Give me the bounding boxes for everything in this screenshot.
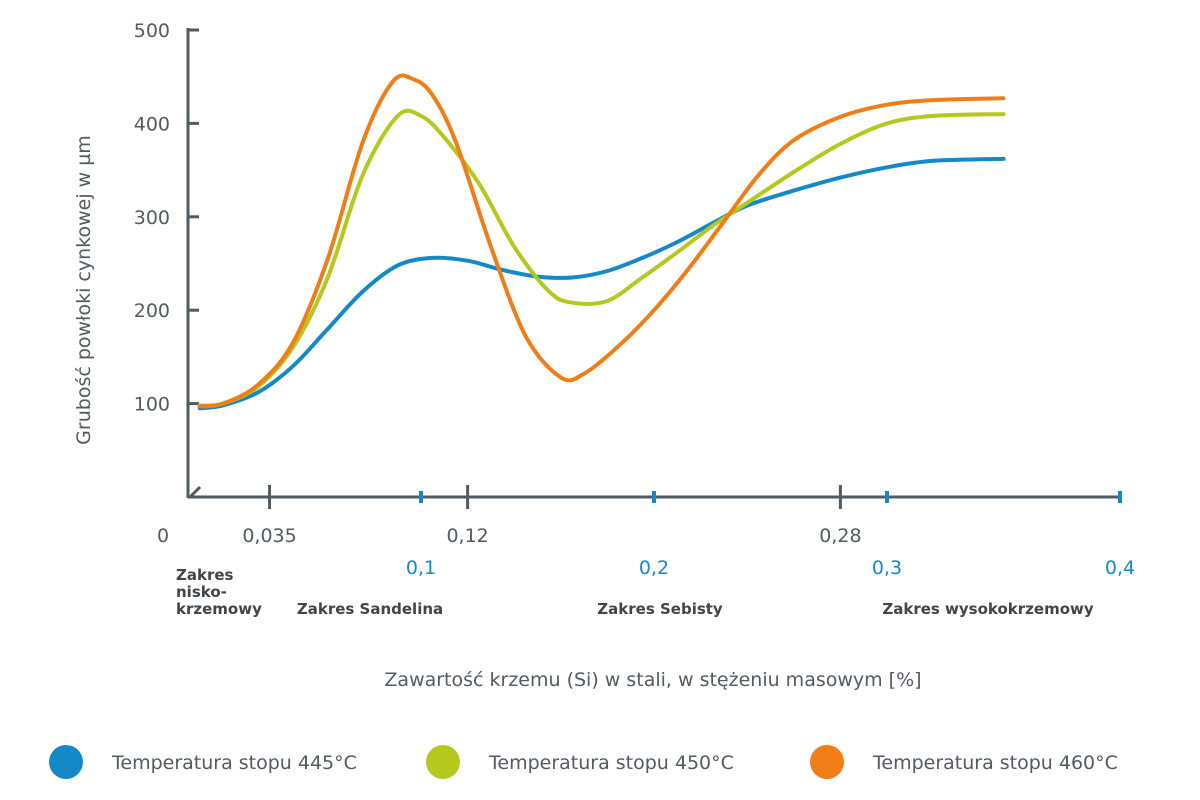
legend-swatch bbox=[426, 745, 460, 779]
legend: Temperatura stopu 445°C Temperatura stopu… bbox=[49, 745, 1118, 779]
range-label: krzemowy bbox=[176, 600, 262, 618]
x-minor-tick-label: 0,1 bbox=[406, 557, 436, 579]
legend-label: Temperatura stopu 450°C bbox=[488, 752, 734, 774]
series-line-445 bbox=[197, 156, 1006, 411]
x-axis-label: Zawartość krzemu (Si) w stali, w stężeni… bbox=[384, 669, 921, 691]
x-tick-label: 0,12 bbox=[446, 525, 488, 547]
x-tick-label: 0,035 bbox=[242, 525, 296, 547]
y-tick-label: 500 bbox=[134, 20, 170, 42]
range-label: Zakres bbox=[176, 566, 234, 584]
legend-label: Temperatura stopu 445°C bbox=[111, 752, 357, 774]
series-line-460 bbox=[197, 73, 1006, 409]
y-tick-label: 300 bbox=[134, 207, 170, 229]
legend-label: Temperatura stopu 460°C bbox=[872, 752, 1118, 774]
legend-swatch bbox=[49, 745, 83, 779]
x-tick-label: 0,28 bbox=[819, 525, 861, 547]
axis-origin-break bbox=[188, 485, 202, 499]
x-tick-label: 0 bbox=[157, 525, 169, 547]
range-label: Zakres wysokokrzemowy bbox=[882, 600, 1094, 618]
range-label: nisko- bbox=[176, 583, 227, 601]
y-axis-label: Grubość powłoki cynkowej w µm bbox=[73, 135, 95, 445]
y-tick-label: 200 bbox=[134, 300, 170, 322]
x-minor-tick-label: 0,4 bbox=[1105, 557, 1135, 579]
x-ticks: 0 0,035 0,12 0,28 0,1 0,2 0,3 0,4 bbox=[157, 485, 1135, 579]
series-lines bbox=[197, 73, 1006, 411]
x-minor-tick-label: 0,3 bbox=[872, 557, 902, 579]
y-ticks: 100 200 300 400 500 bbox=[134, 20, 199, 416]
range-label: Zakres Sandelina bbox=[297, 600, 443, 618]
x-minor-tick-label: 0,2 bbox=[639, 557, 669, 579]
y-tick-label: 400 bbox=[134, 113, 170, 135]
range-label: Zakres Sebisty bbox=[597, 600, 723, 618]
y-tick-label: 100 bbox=[134, 394, 170, 416]
series-line-450 bbox=[197, 108, 1006, 408]
legend-swatch bbox=[810, 745, 844, 779]
